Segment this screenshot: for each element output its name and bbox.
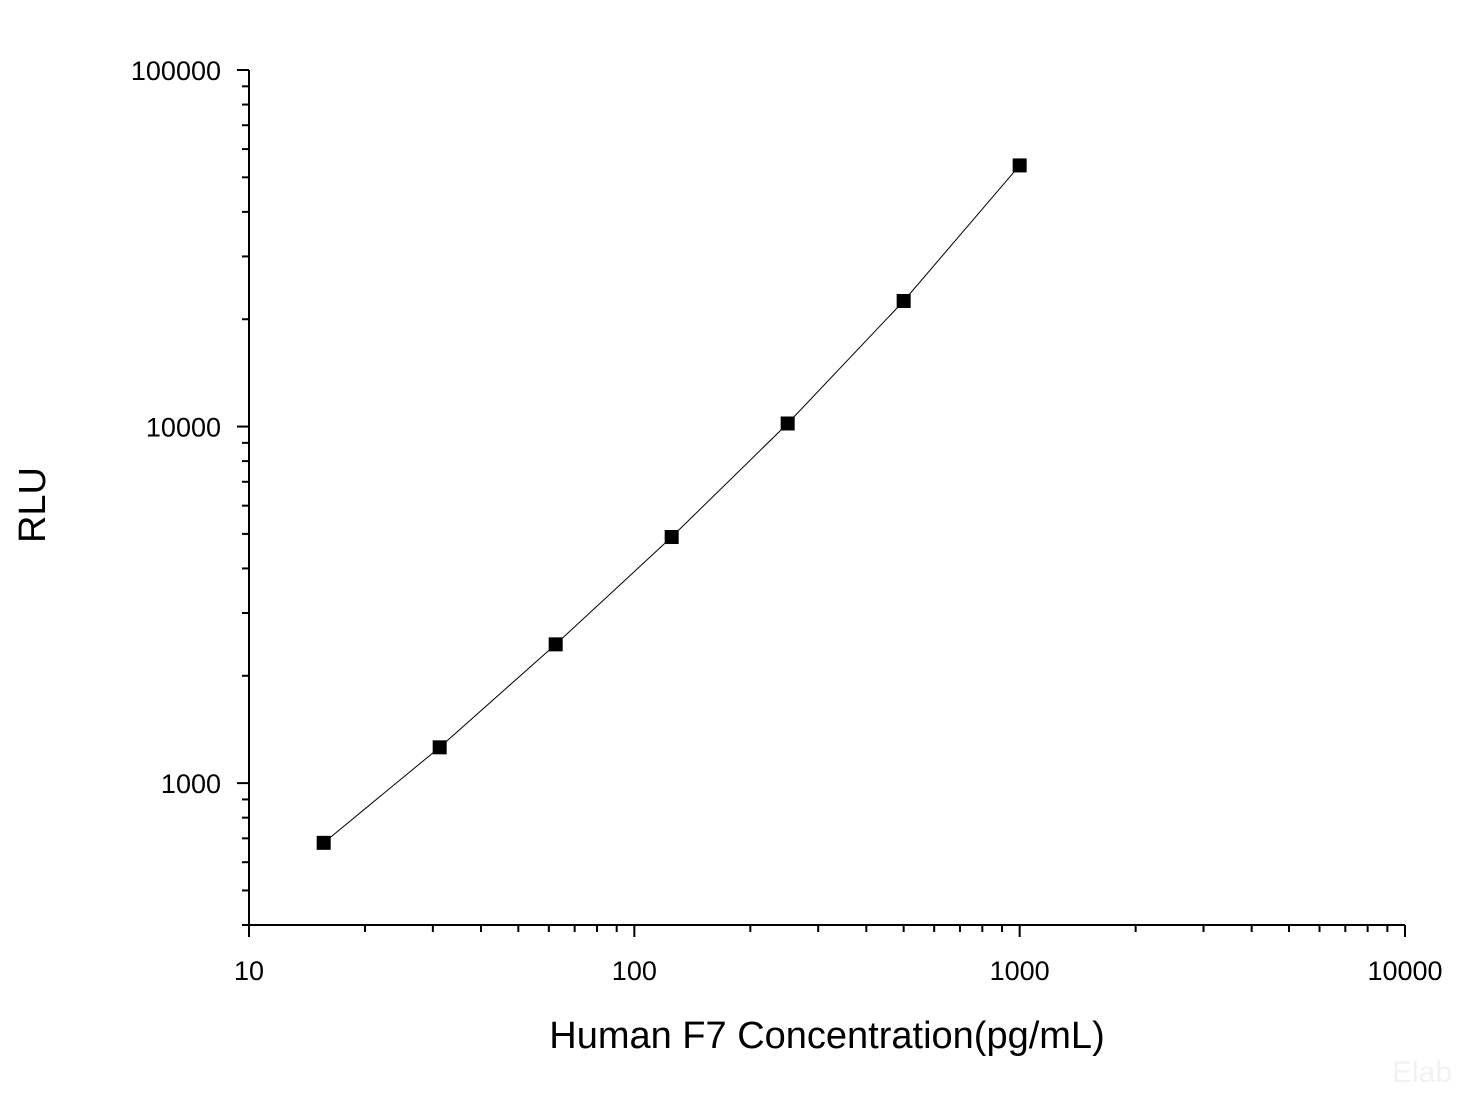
axes — [248, 70, 1405, 926]
data-point — [780, 416, 795, 431]
watermark-text: Elab — [1392, 1056, 1452, 1089]
ticks — [237, 69, 1406, 937]
y-tick-label: 1000 — [161, 769, 221, 799]
series-line — [323, 165, 1021, 844]
y-tick-label: 10000 — [146, 413, 221, 443]
y-tick-label: 100000 — [131, 56, 221, 86]
data-point — [548, 637, 563, 652]
data-point — [896, 293, 911, 308]
x-axis-title: Human F7 Concentration(pg/mL) — [549, 1015, 1104, 1057]
data-point — [664, 530, 679, 545]
series — [316, 158, 1027, 850]
x-tick-label: 100 — [612, 956, 657, 986]
data-point — [432, 740, 447, 755]
data-point — [1012, 158, 1027, 173]
data-point — [316, 835, 331, 850]
tick-labels: 10 100 1000 10000 1000 10000 100000 — [131, 56, 1443, 986]
x-tick-label: 1000 — [990, 956, 1050, 986]
y-axis-title: RLU — [12, 467, 54, 543]
x-tick-label: 10 — [234, 956, 264, 986]
x-tick-label: 10000 — [1367, 956, 1442, 986]
